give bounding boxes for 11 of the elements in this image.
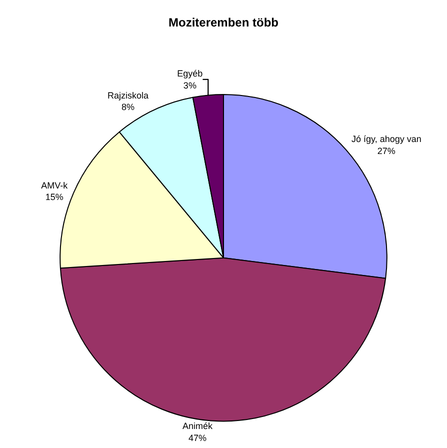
slice-label: Egyéb <box>177 68 203 79</box>
chart-title: Moziteremben több <box>168 15 278 30</box>
slice-label: Rajziskola <box>107 90 149 100</box>
data-label: 47% <box>188 432 206 443</box>
data-label: 3% <box>183 80 196 90</box>
data-label: 8% <box>121 102 135 112</box>
data-label: 27% <box>377 146 396 156</box>
slice-label: AMV-k <box>41 180 68 190</box>
slice-label: Animék <box>182 421 213 432</box>
slice-label: Jó így, ahogy van <box>351 134 422 144</box>
data-label: 15% <box>45 192 64 202</box>
